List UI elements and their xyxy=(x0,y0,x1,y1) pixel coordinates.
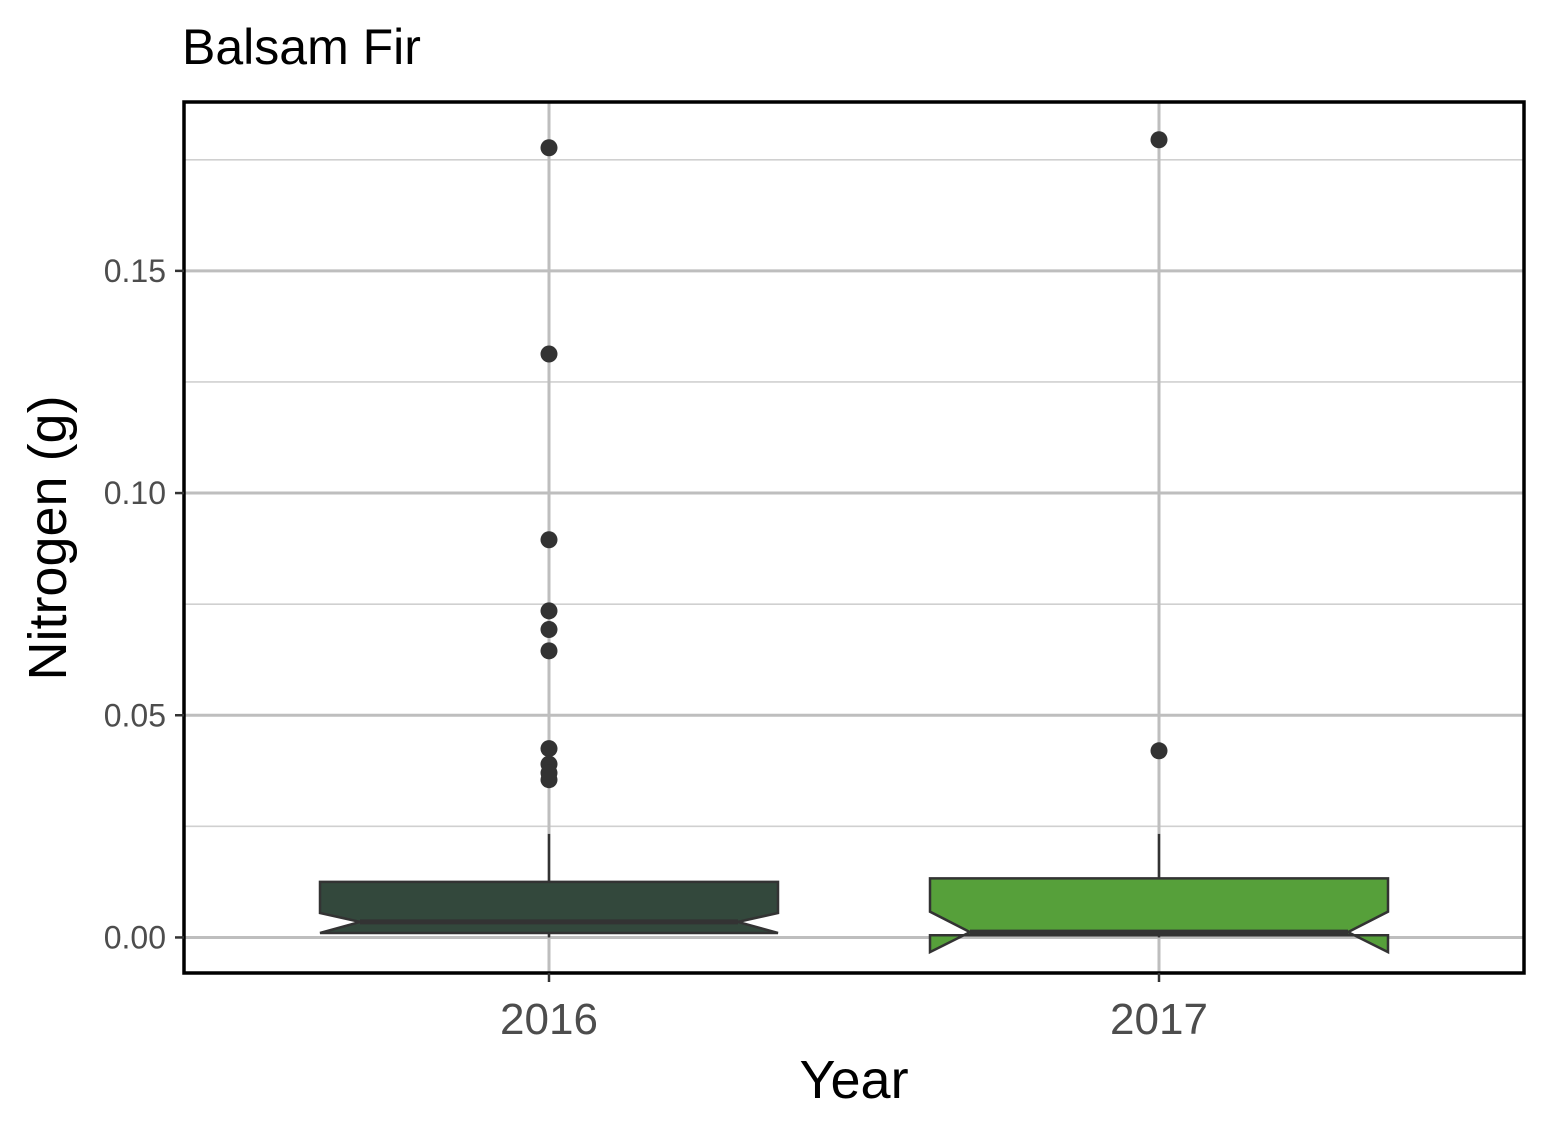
outlier-point xyxy=(540,345,558,363)
y-axis: 0.00 0.05 0.10 0.15 xyxy=(104,253,184,955)
y-tick-label: 0.10 xyxy=(104,475,166,511)
outlier-point xyxy=(540,740,558,758)
outlier-point xyxy=(1150,131,1168,149)
y-axis-title: Nitrogen (g) xyxy=(18,395,78,680)
chart-title: Balsam Fir xyxy=(182,19,421,75)
box-series xyxy=(318,833,1390,955)
x-axis-title: Year xyxy=(799,1050,908,1110)
outlier-point xyxy=(540,642,558,660)
outlier-point xyxy=(540,531,558,549)
y-tick-label: 0.15 xyxy=(104,253,166,289)
notched-box xyxy=(318,880,780,935)
outlier-point xyxy=(540,620,558,638)
outlier-point xyxy=(540,139,558,157)
x-axis: 2016 2017 xyxy=(500,973,1208,1044)
y-tick-label: 0.00 xyxy=(104,919,166,955)
x-tick-label: 2017 xyxy=(1110,995,1208,1044)
outlier-points xyxy=(540,131,1168,789)
plot-panel-border xyxy=(182,100,1526,975)
box-2017 xyxy=(928,833,1390,955)
outlier-point xyxy=(1150,742,1168,760)
x-tick-label: 2016 xyxy=(500,995,598,1044)
box-2016 xyxy=(318,833,780,938)
grid-lines xyxy=(184,102,1524,973)
outlier-point xyxy=(540,771,558,789)
y-tick-label: 0.05 xyxy=(104,697,166,733)
outlier-point xyxy=(540,602,558,620)
